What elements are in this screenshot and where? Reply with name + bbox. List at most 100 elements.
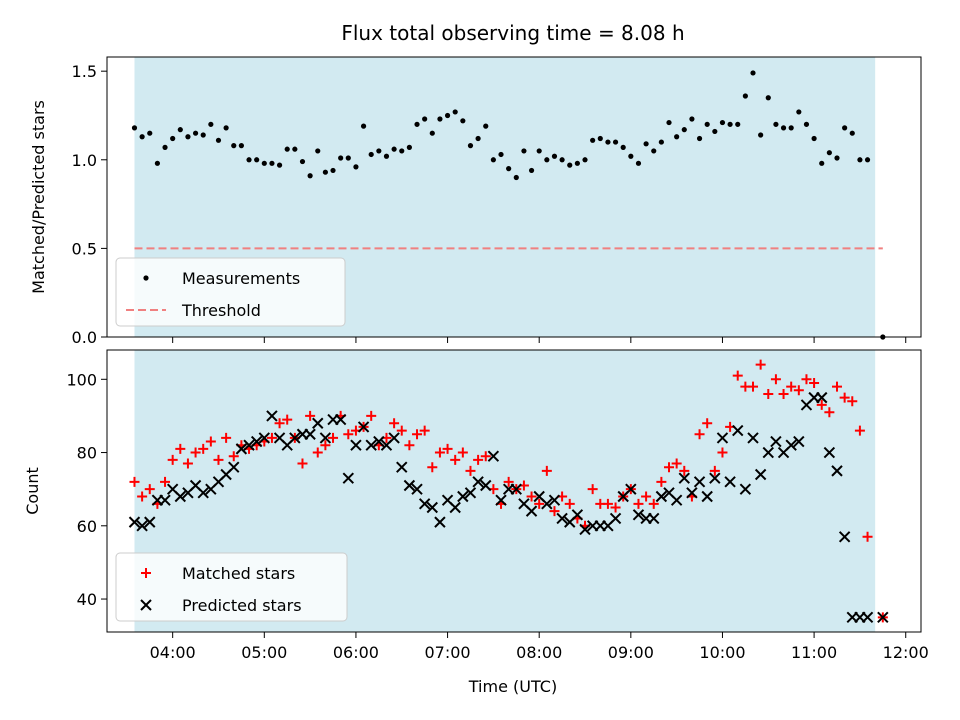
matched-star-point	[786, 381, 797, 392]
measurement-point	[315, 148, 321, 154]
predicted-star-point	[693, 476, 706, 488]
predicted-star-point	[334, 413, 347, 426]
predicted-star-point	[312, 417, 324, 429]
measurement-point	[185, 134, 191, 140]
measurement-point	[635, 160, 642, 166]
matched-star-point	[717, 447, 728, 458]
measurement-point	[666, 119, 672, 126]
measurement-point	[391, 146, 397, 152]
measurement-point	[590, 137, 596, 143]
top-panel: 0.0 0.5 1.0 1.5 Matched/Predicted stars Measu…	[29, 56, 922, 347]
y-axis-label: Count	[23, 467, 42, 515]
matched-star-point	[266, 432, 277, 443]
legend-label: Predicted stars	[182, 596, 302, 615]
measurement-point	[735, 121, 741, 127]
measurement-point	[758, 132, 764, 138]
measurement-point	[574, 160, 580, 166]
predicted-star-point	[739, 483, 752, 495]
matched-star-point	[564, 498, 575, 509]
predicted-star-point	[861, 611, 874, 624]
matched-star-point	[320, 440, 331, 451]
matched-star-point	[763, 388, 774, 399]
measurement-point	[727, 121, 733, 127]
matched-star-point	[534, 498, 545, 509]
measurement-point	[246, 157, 252, 163]
measurement-point	[674, 134, 680, 140]
measurement-point	[506, 166, 512, 172]
predicted-star-point	[235, 443, 248, 455]
predicted-star-point	[357, 421, 370, 433]
measurement-point	[696, 135, 703, 142]
matched-star-point	[610, 502, 621, 513]
measurement-point	[651, 148, 657, 154]
measurement-point	[498, 151, 504, 158]
predicted-star-point	[304, 428, 316, 440]
measurement-point	[383, 153, 390, 159]
predicted-star-point	[319, 432, 332, 444]
series-measurements	[131, 70, 886, 340]
measurement-point	[452, 109, 458, 115]
predicted-star-point	[785, 439, 797, 451]
measurement-point	[582, 157, 588, 163]
matched-star-point	[198, 443, 209, 454]
measurement-point	[422, 116, 428, 122]
predicted-star-point	[747, 432, 759, 444]
predicted-star-point	[686, 487, 698, 499]
matched-star-point	[824, 407, 835, 418]
measurement-point	[338, 155, 344, 161]
measurement-point	[284, 146, 290, 152]
predicted-star-point	[495, 494, 507, 506]
matched-star-point	[190, 447, 201, 458]
measurement-point	[719, 119, 726, 126]
predicted-star-point	[541, 498, 553, 510]
measurement-point	[605, 139, 611, 145]
measurement-point	[223, 125, 229, 131]
measurement-point	[834, 155, 840, 161]
measurement-point	[192, 130, 199, 136]
measurement-point	[414, 121, 420, 127]
matched-star-point	[389, 418, 400, 429]
measurement-point	[811, 135, 817, 142]
matched-star-point	[702, 418, 713, 429]
matched-star-point	[228, 451, 239, 462]
predicted-star-point	[228, 461, 240, 473]
y-tick-label: 0.5	[72, 239, 97, 258]
x-tick-label: 09:00	[608, 643, 654, 662]
matched-star-point	[748, 381, 759, 392]
predicted-star-point	[732, 424, 744, 437]
predicted-star-point	[136, 520, 148, 532]
matched-star-point	[671, 458, 682, 469]
measurement-point	[643, 141, 649, 147]
measurement-point	[773, 121, 779, 127]
predicted-star-point	[250, 435, 263, 448]
measurement-point	[162, 144, 168, 150]
measurement-point	[513, 174, 519, 181]
x-axis-label: Time (UTC)	[468, 677, 557, 696]
measurement-point	[483, 123, 489, 129]
measurement-point	[567, 162, 573, 168]
measurement-point	[345, 155, 351, 161]
matched-star-point	[541, 465, 552, 476]
measurement-point	[276, 162, 283, 168]
predicted-star-point	[648, 512, 660, 525]
matched-star-point	[656, 476, 667, 487]
predicted-star-point	[571, 509, 584, 521]
predicted-star-point	[365, 439, 377, 451]
predicted-star-point	[548, 494, 561, 506]
predicted-star-point	[472, 476, 484, 488]
predicted-star-point	[525, 505, 538, 517]
matched-star-point	[450, 454, 461, 465]
matched-star-point	[274, 418, 285, 429]
matched-star-point	[770, 374, 781, 385]
predicted-star-point	[831, 465, 843, 477]
predicted-star-point	[464, 487, 477, 499]
measurement-point	[704, 121, 710, 127]
matched-star-point	[633, 498, 644, 509]
matched-star-point	[526, 491, 537, 502]
measurement-point	[864, 157, 871, 163]
measurement-point	[376, 148, 382, 154]
x-tick-label: 04:00	[150, 643, 196, 662]
predicted-star-point	[289, 432, 301, 444]
matched-star-point	[679, 465, 690, 476]
